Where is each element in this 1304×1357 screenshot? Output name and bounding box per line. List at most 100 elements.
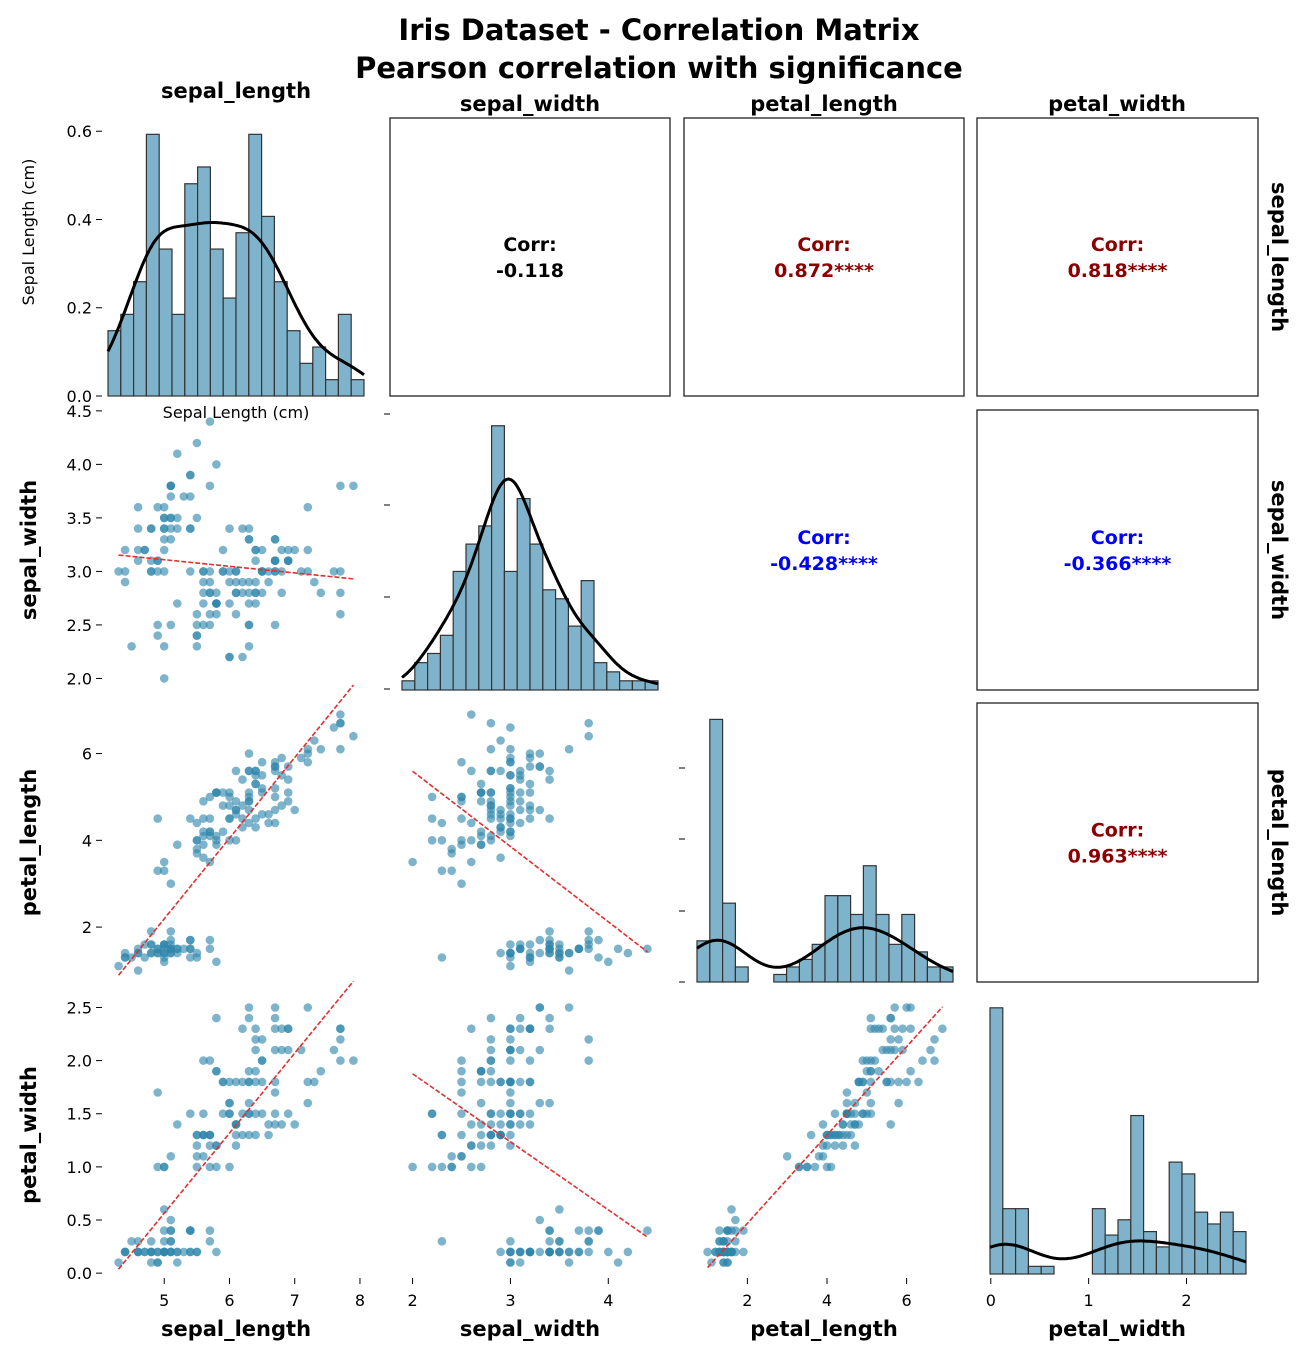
point-petal_width-petal_length-80 [814,1152,824,1161]
point-petal_width-sepal_width-132 [486,1035,496,1044]
point-petal_width-sepal_length-109 [303,1003,313,1012]
point-petal_width-sepal_length-74 [251,1130,260,1140]
corr-value-sepal_length-petal_width: 0.818**** [1068,260,1168,282]
point-petal_width-sepal_width-130 [486,1066,496,1076]
point-sepal_width-sepal_length-138 [225,567,234,576]
hist-bar-petal_width-3 [1027,1265,1042,1275]
point-petal_width-sepal_width-99 [486,1130,496,1140]
point-petal_width-sepal_length-79 [205,1162,215,1172]
point-sepal_width-sepal_length-140 [270,556,280,565]
point-sepal_width-sepal_length-137 [251,556,260,565]
point-petal_length-sepal_width-97 [496,823,505,832]
point-petal_width-petal_length-59 [818,1120,828,1129]
point-petal_length-sepal_length-91 [231,810,241,819]
point-petal_width-petal_length-75 [838,1120,848,1129]
point-petal_width-sepal_length-58 [264,1130,273,1140]
y-tick-label-petal-width-2.5: 2.5 [67,998,92,1017]
point-petal_width-sepal_length-111 [251,1066,260,1076]
point-petal_width-sepal_length-105 [329,1045,339,1055]
point-petal_length-sepal_width-108 [457,757,466,767]
x-tick-label-sepal_width-3: 3 [505,1291,515,1310]
point-petal_length-sepal_width-139 [515,775,525,784]
point-petal_width-sepal_length-73 [231,1141,241,1150]
point-petal_length-sepal_width-110 [525,788,535,797]
point-sepal_width-sepal_length-92 [212,609,221,619]
point-petal_width-petal_length-140 [886,1013,895,1023]
point-petal_width-sepal_length-114 [212,1013,221,1023]
point-petal_width-petal_length-45 [719,1237,728,1246]
point-sepal_width-sepal_length-148 [238,524,247,533]
corr-value-sepal_length-petal_length: 0.872**** [774,260,874,282]
point-petal_length-sepal_width-46 [584,940,593,949]
y-tick-label-petal-width-1.0: 1.0 [67,1158,92,1177]
point-petal_length-sepal_length-104 [257,757,267,767]
point-petal_width-sepal_length-98 [166,1152,176,1161]
point-petal_length-sepal_length-61 [218,827,228,836]
corr-value-sepal_width-petal_width: -0.366**** [1064,553,1172,575]
point-sepal_width-sepal_length-132 [251,588,260,598]
point-petal_width-sepal_length-51 [251,1109,260,1118]
point-petal_width-petal_length-108 [894,1077,903,1087]
point-petal_length-sepal_length-97 [238,823,247,832]
point-petal_width-sepal_width-79 [467,1162,476,1172]
y-tick-label-sepal-width-4.5: 4.5 [67,402,92,421]
point-petal_width-sepal_width-94 [476,1130,486,1140]
point-petal_length-sepal_width-103 [496,766,505,776]
point-petal_width-petal_length-114 [866,1013,876,1023]
hist-bar-sepal_width-11 [542,589,557,691]
point-sepal_width-sepal_length-115 [251,545,260,555]
point-petal_width-sepal_length-19 [166,1237,176,1246]
point-petal_length-sepal_length-134 [231,766,241,776]
point-petal_width-sepal_width-73 [486,1141,496,1150]
point-petal_length-sepal_width-34 [515,944,525,954]
point-petal_width-sepal_width-50 [525,1120,535,1129]
point-sepal_width-sepal_length-105 [329,567,339,576]
point-petal_length-sepal_width-141 [515,788,525,797]
point-petal_length-sepal_width-8 [496,948,505,958]
point-petal_length-sepal_width-79 [467,857,476,867]
point-petal_length-sepal_width-25 [506,940,515,949]
y-tick-label-sepal-width-4.0: 4.0 [67,455,92,474]
point-petal_width-petal_length-117 [930,1035,939,1044]
point-sepal_width-sepal_length-97 [238,577,247,587]
point-sepal_width-sepal_length-146 [244,620,254,630]
point-petal_length-sepal_length-100 [244,749,254,758]
point-petal_width-sepal_width-77 [506,1088,515,1097]
hist-bar-sepal_length-19 [350,379,365,397]
regression-line-petal_length-sepal_length [117,684,355,976]
point-petal_length-sepal_width-53 [437,836,447,845]
point-petal_width-sepal_width-126 [486,1077,496,1087]
corr-prefix-sepal_length-sepal_width: Corr: [503,234,556,256]
point-petal_length-sepal_width-119 [427,792,437,802]
point-petal_length-sepal_width-82 [476,840,486,849]
point-petal_width-sepal_length-148 [238,1024,247,1033]
point-petal_length-sepal_width-23 [535,935,545,945]
point-petal_width-sepal_width-67 [476,1162,486,1172]
hist-bar-petal_width-19 [1232,1231,1247,1275]
point-sepal_width-sepal_length-95 [205,567,215,576]
point-petal_width-sepal_width-81 [447,1162,457,1172]
point-petal_length-sepal_width-14 [604,957,613,967]
point-petal_width-petal_length-77 [862,1088,872,1097]
scatter-petal_length-vs-sepal_length [114,684,358,976]
point-petal_length-sepal_width-109 [564,744,574,754]
point-petal_length-sepal_length-147 [257,784,267,793]
point-sepal_width-sepal_length-126 [238,588,247,598]
point-petal_length-sepal_length-143 [277,753,287,763]
point-petal_width-petal_length-23 [731,1215,740,1225]
point-sepal_width-sepal_length-149 [218,567,228,576]
y-tick-label-sepal-width-2.5: 2.5 [67,616,92,635]
point-petal_width-sepal_length-128 [251,1045,260,1055]
y-tick-label-petal-width-2.0: 2.0 [67,1052,92,1071]
point-petal_width-sepal_length-147 [257,1056,267,1065]
point-petal_length-sepal_length-148 [238,775,247,784]
point-sepal_width-sepal_length-130 [316,588,326,598]
point-petal_width-petal_length-86 [850,1109,860,1118]
hist-bar-sepal_width-17 [618,680,633,691]
point-petal_width-sepal_width-106 [457,1088,466,1097]
point-sepal_width-sepal_length-73 [231,588,241,598]
corr-box-petal_length-petal_width [976,702,1259,983]
point-petal_width-sepal_width-31 [545,1226,554,1235]
